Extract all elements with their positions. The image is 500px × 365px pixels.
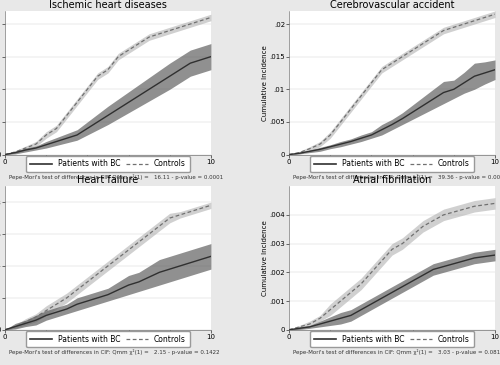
Legend: Patients with BC, Controls: Patients with BC, Controls — [26, 331, 190, 347]
Legend: Patients with BC, Controls: Patients with BC, Controls — [26, 155, 190, 172]
Title: Cerebrovascular accident: Cerebrovascular accident — [330, 0, 454, 10]
Legend: Patients with BC, Controls: Patients with BC, Controls — [310, 155, 474, 172]
Text: Pepe-Mori's test of differences in CIF: Qmm χ²(1) =   16.11 - p-value = 0.0001: Pepe-Mori's test of differences in CIF: … — [9, 174, 223, 180]
Text: Pepe-Mori's test of differences in CIF: Qmm χ²(1) =   39.36 - p-value = 0.0000: Pepe-Mori's test of differences in CIF: … — [293, 174, 500, 180]
Text: Pepe-Mori's test of differences in CIF: Qmm χ²(1) =   2.15 - p-value = 0.1422: Pepe-Mori's test of differences in CIF: … — [9, 349, 220, 355]
Y-axis label: Cumulative Incidence: Cumulative Incidence — [262, 45, 268, 120]
X-axis label: Years: Years — [98, 166, 118, 175]
X-axis label: Years: Years — [382, 341, 402, 350]
Y-axis label: Cumulative Incidence: Cumulative Incidence — [262, 220, 268, 296]
X-axis label: Years: Years — [382, 166, 402, 175]
Title: Heart failure: Heart failure — [78, 175, 138, 185]
Title: Atrial fibrillation: Atrial fibrillation — [353, 175, 431, 185]
Title: Ischemic heart diseases: Ischemic heart diseases — [49, 0, 167, 10]
X-axis label: Years: Years — [98, 341, 118, 350]
Legend: Patients with BC, Controls: Patients with BC, Controls — [310, 331, 474, 347]
Text: Pepe-Mori's test of differences in CIF: Qmm χ²(1) =   3.03 - p-value = 0.0819: Pepe-Mori's test of differences in CIF: … — [293, 349, 500, 355]
